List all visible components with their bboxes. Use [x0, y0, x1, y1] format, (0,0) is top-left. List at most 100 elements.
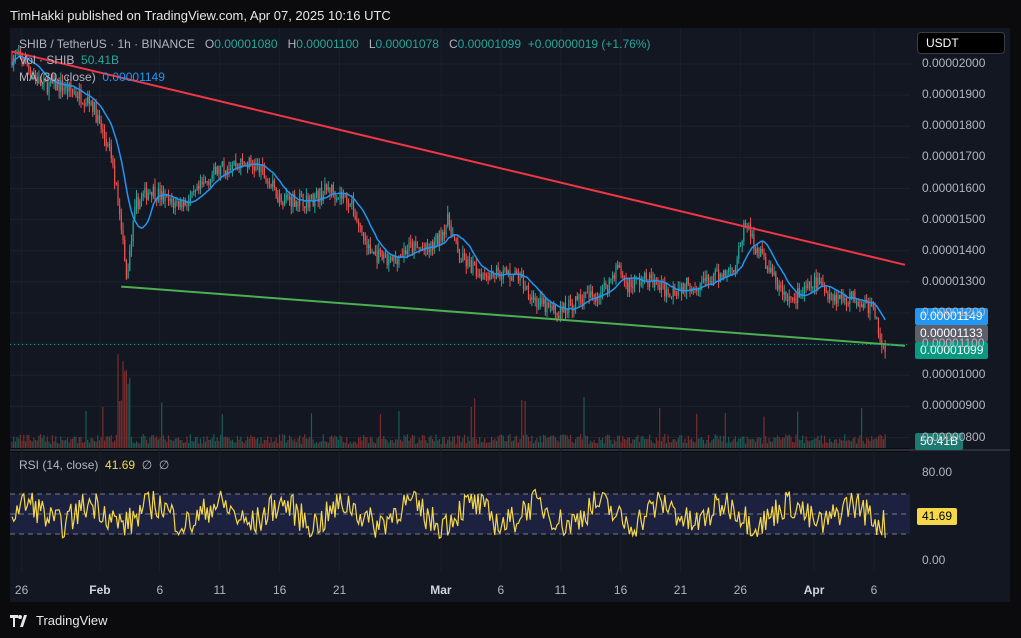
candle-body	[272, 180, 274, 187]
volume-bar	[487, 442, 489, 448]
volume-bar	[669, 442, 671, 448]
volume-bar	[272, 442, 274, 448]
candle-body	[571, 302, 573, 311]
symbol-label[interactable]: SHIB / TetherUS · 1h · BINANCE	[19, 37, 195, 51]
volume-bar	[812, 439, 814, 448]
candle-body	[711, 281, 713, 285]
volume-bar	[28, 434, 30, 448]
volume-bar	[147, 443, 149, 448]
volume-bar	[235, 442, 237, 448]
candle-body	[857, 301, 859, 306]
volume-bar	[780, 439, 782, 448]
volume-bar	[68, 442, 70, 448]
currency-button[interactable]: USDT	[917, 32, 1005, 54]
candle-body	[315, 190, 318, 196]
volume-bar	[378, 436, 380, 448]
volume-bar	[203, 436, 205, 448]
candle-body	[463, 253, 466, 260]
candle-body	[433, 241, 435, 250]
candle-body	[342, 195, 345, 199]
candle-body	[406, 250, 408, 255]
candle-body	[33, 74, 35, 76]
volume-legend[interactable]: Vol · SHIB 50.41B	[19, 53, 119, 67]
candle-body	[768, 267, 770, 273]
candle-body	[736, 258, 738, 268]
candle-body	[793, 298, 795, 300]
candle-body	[194, 190, 196, 192]
volume-bar	[393, 442, 395, 448]
candle-body	[522, 277, 525, 289]
candle-body	[544, 298, 546, 313]
volume-bar	[534, 440, 536, 448]
rsi-legend[interactable]: RSI (14, close) 41.69 ∅ ∅	[19, 458, 169, 472]
volume-bar	[102, 406, 104, 448]
volume-bar	[250, 435, 252, 448]
volume-bar	[749, 439, 752, 448]
volume-bar	[100, 436, 102, 448]
volume-bar	[368, 443, 370, 448]
candle-body	[847, 303, 849, 305]
candle-body	[191, 191, 193, 198]
candle-body	[260, 164, 262, 173]
candle-body	[162, 191, 165, 202]
volume-bar	[285, 442, 287, 448]
volume-bar	[786, 436, 789, 448]
volume-bar	[71, 438, 74, 448]
volume-bar	[124, 371, 126, 448]
candle-body	[114, 165, 116, 183]
candle-body	[122, 229, 124, 241]
candle-body	[699, 283, 701, 291]
volume-bar	[320, 441, 323, 448]
volume-bar	[324, 441, 326, 448]
volume-bar	[95, 441, 97, 448]
candle-body	[268, 182, 271, 184]
volume-bar	[58, 443, 60, 448]
volume-bar	[792, 441, 794, 448]
candle-body	[331, 184, 333, 193]
candle-body	[825, 291, 827, 293]
volume-bar	[369, 436, 371, 448]
price-tick-label: 0.00001300	[922, 273, 986, 288]
candle-body	[167, 195, 170, 202]
volume-bar	[193, 441, 195, 448]
volume-bar	[423, 435, 425, 448]
volume-bar	[563, 434, 565, 448]
volume-bar	[728, 436, 730, 448]
candle-body	[61, 80, 64, 91]
volume-bar	[549, 436, 551, 448]
candle-body	[255, 164, 257, 171]
volume-bar	[184, 441, 186, 448]
candle-body	[208, 181, 210, 185]
volume-bar	[139, 443, 141, 448]
candle-body	[632, 286, 634, 288]
volume-bar	[766, 443, 768, 448]
candle-body	[548, 302, 550, 307]
volume-bar	[40, 434, 42, 448]
candle-body	[638, 278, 641, 286]
volume-bar	[566, 435, 568, 448]
volume-bar	[425, 440, 427, 448]
volume-bar	[233, 442, 235, 448]
candle-body	[716, 269, 718, 271]
candle-body	[566, 312, 568, 314]
volume-bar	[16, 437, 18, 448]
candle-body	[615, 264, 617, 279]
time-tick-label: 26	[14, 583, 29, 597]
volume-bar	[346, 436, 348, 448]
volume-bar	[29, 440, 32, 448]
time-tick-label: 26	[733, 583, 748, 597]
volume-bar	[115, 434, 117, 448]
candle-body	[426, 243, 429, 250]
volume-bar	[98, 440, 101, 448]
ma-legend[interactable]: MA (30, close) 0.00001149	[19, 70, 165, 84]
volume-bar	[618, 435, 620, 448]
candle-body	[788, 296, 790, 301]
volume-bar	[386, 440, 388, 448]
tradingview-logo[interactable]: TradingView	[10, 613, 108, 628]
low-label: L	[368, 37, 376, 51]
volume-bar	[490, 436, 493, 448]
volume-bar	[558, 441, 560, 448]
volume-bar	[834, 439, 836, 448]
candle-body	[228, 168, 230, 170]
